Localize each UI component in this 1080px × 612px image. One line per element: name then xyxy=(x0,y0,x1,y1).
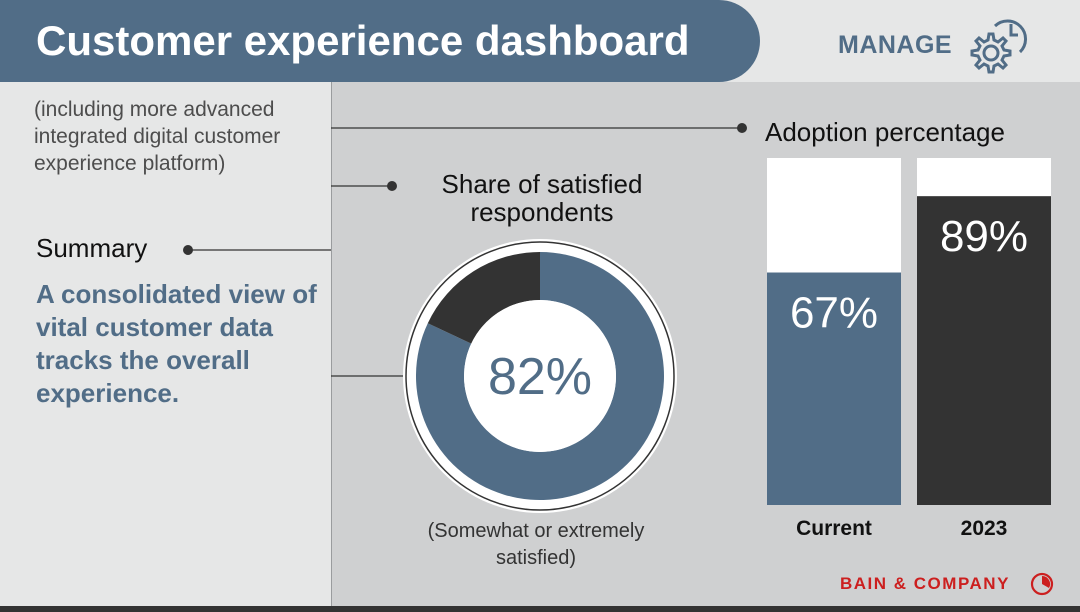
donut-outline xyxy=(405,241,675,511)
share-chart-title: Share of satisfied respondents xyxy=(441,169,643,227)
gear-clock-icon xyxy=(970,19,1027,74)
donut-center-label: 82% xyxy=(488,348,592,406)
footer-bar xyxy=(0,606,1080,612)
intro-text: (including more advanced integrated digi… xyxy=(34,98,281,175)
donut-slice-2 xyxy=(427,252,540,344)
bain-logo-icon xyxy=(1030,572,1054,596)
summary-heading: Summary xyxy=(36,233,148,263)
title-banner xyxy=(0,0,760,82)
satisfaction-donut-chart: 82% xyxy=(403,239,677,513)
adoption-chart-title: Adoption percentage xyxy=(765,117,1005,147)
bar-1 xyxy=(767,272,901,505)
page-title: Customer experience dashboard xyxy=(36,17,690,64)
brand-logo-text: BAIN & COMPANY xyxy=(840,574,1010,593)
donut-hole xyxy=(464,300,616,452)
donut-slice-1 xyxy=(416,252,664,501)
adoption-bar-chart: 67% Current 89% 2023 xyxy=(767,158,1051,540)
bar-2 xyxy=(917,196,1051,506)
bar-value-label-1: 67% xyxy=(790,289,878,338)
bar-category-label-2: 2023 xyxy=(961,517,1008,540)
bar-category-label-1: Current xyxy=(796,517,872,540)
bar-value-label-2: 89% xyxy=(940,212,1028,261)
summary-panel xyxy=(0,82,331,606)
manage-label: MANAGE xyxy=(838,31,953,59)
share-chart-note: (Somewhat or extremely satisfied) xyxy=(427,520,645,569)
summary-text: A consolidated view of vital customer da… xyxy=(36,279,317,408)
